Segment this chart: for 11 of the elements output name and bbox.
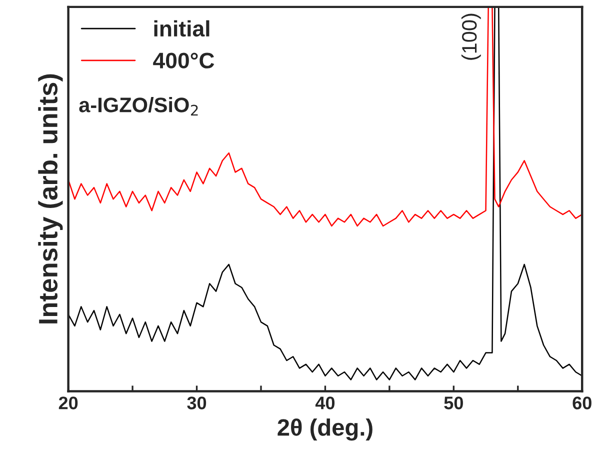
x-tick-label: 20 [58, 396, 78, 410]
legend-label: initial [154, 20, 210, 37]
x-tick-label: 30 [187, 396, 206, 410]
x-axis-title: 2θ (deg.) [278, 418, 372, 441]
x-tick-label: 50 [444, 396, 463, 410]
x-tick-label: 40 [315, 396, 335, 410]
x-tick-label: 60 [572, 396, 592, 410]
annotation: (100) [461, 14, 481, 60]
legend-label: 400°C [153, 52, 214, 68]
annotation: a-IGZO/SiO$_{2}$ [79, 97, 198, 116]
y-axis-title: Intensity (arb. units) [38, 74, 63, 324]
